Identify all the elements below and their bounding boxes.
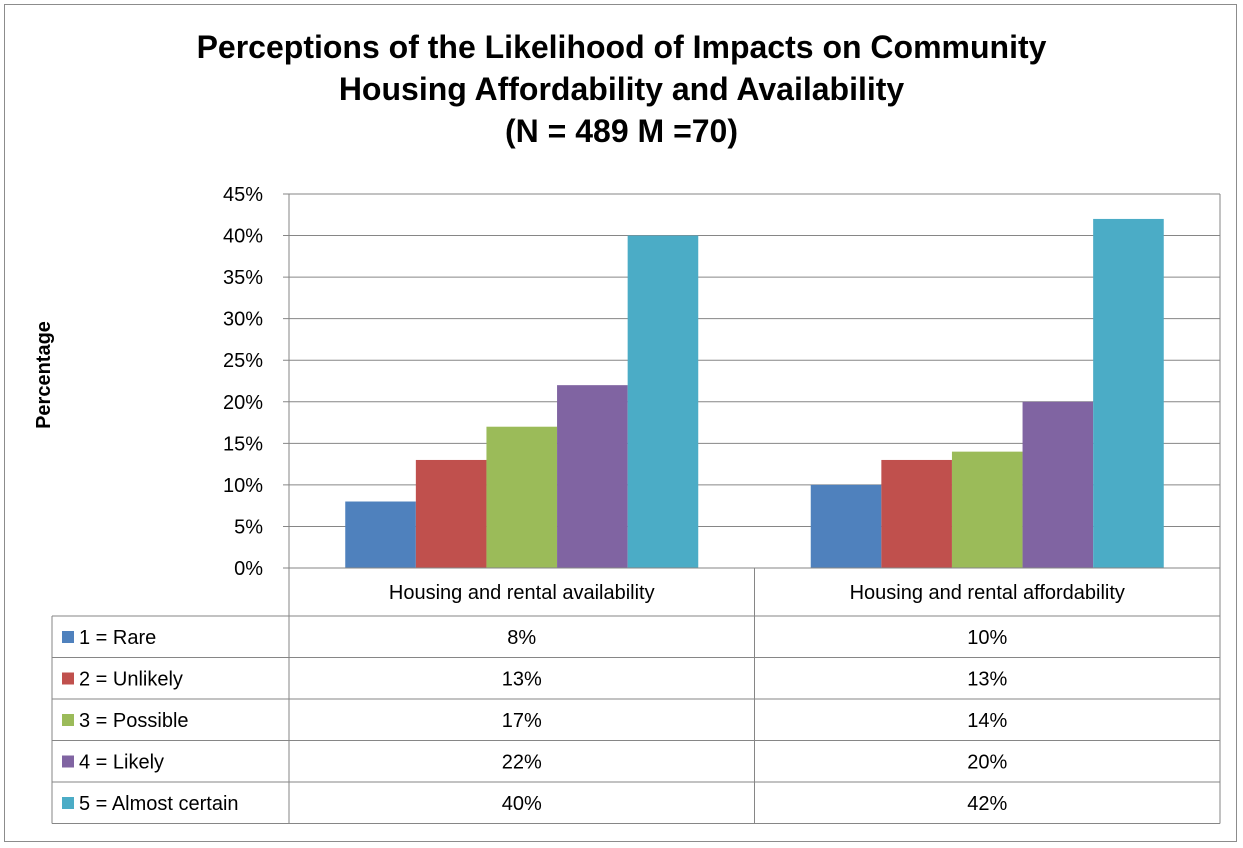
y-tick-label: 30% (223, 309, 263, 331)
legend-swatch (62, 797, 74, 809)
y-tick-label: 45% (223, 184, 263, 206)
data-value-label: 20% (967, 752, 1007, 774)
bar (951, 451, 1023, 568)
legend-swatch (62, 714, 74, 726)
bar (1093, 218, 1164, 568)
legend-series-name: 5 = Almost certain (79, 793, 239, 815)
legend-series-name: 4 = Likely (79, 752, 164, 774)
bar (486, 426, 558, 568)
data-table: Housing and rental availability Housing a… (51, 567, 1221, 824)
legend-series-name: 3 = Possible (79, 710, 189, 732)
legend-series-name: 2 = Unlikely (79, 669, 183, 691)
bar (627, 235, 699, 569)
y-tick-label: 0% (234, 558, 263, 580)
bar (345, 501, 416, 568)
chart-title-line-2: Housing Affordability and Availability (338, 71, 905, 107)
bar (810, 484, 882, 568)
chart-title-line-3: (N = 489 M =70) (505, 113, 738, 149)
bar (1022, 401, 1094, 568)
data-value-label: 40% (502, 793, 542, 815)
x-category-label: Housing and rental availability (389, 582, 655, 604)
legend-swatch (62, 631, 74, 643)
data-value-label: 13% (967, 669, 1007, 691)
y-tick-label: 20% (223, 392, 263, 414)
data-value-label: 10% (967, 627, 1007, 649)
y-tick-label: 15% (223, 433, 263, 455)
bar (557, 385, 628, 568)
bar (415, 459, 487, 568)
bar (881, 459, 952, 568)
bars (345, 218, 1164, 569)
y-tick-label: 25% (223, 350, 263, 372)
data-value-label: 42% (967, 793, 1007, 815)
legend-swatch (62, 755, 74, 768)
y-tick-label: 5% (234, 516, 263, 538)
data-value-label: 8% (507, 627, 536, 649)
legend-swatch (62, 672, 74, 685)
x-category-label: Housing and rental affordability (850, 582, 1125, 604)
chart-title: Perceptions of the Likelihood of Impacts… (0, 26, 1243, 152)
y-tick-label: 10% (223, 475, 263, 497)
data-value-label: 17% (502, 710, 542, 732)
y-tick-label: 35% (223, 267, 263, 289)
chart-title-line-1: Perceptions of the Likelihood of Impacts… (196, 29, 1047, 65)
data-value-label: 14% (967, 710, 1007, 732)
data-value-label: 22% (502, 752, 542, 774)
y-axis-ticks: 0% 5% 10% 15% 20% 25% 30% 35% 40% 45% (223, 184, 263, 580)
legend-series-name: 1 = Rare (79, 627, 156, 649)
data-value-label: 13% (502, 669, 542, 691)
y-tick-label: 40% (223, 226, 263, 248)
